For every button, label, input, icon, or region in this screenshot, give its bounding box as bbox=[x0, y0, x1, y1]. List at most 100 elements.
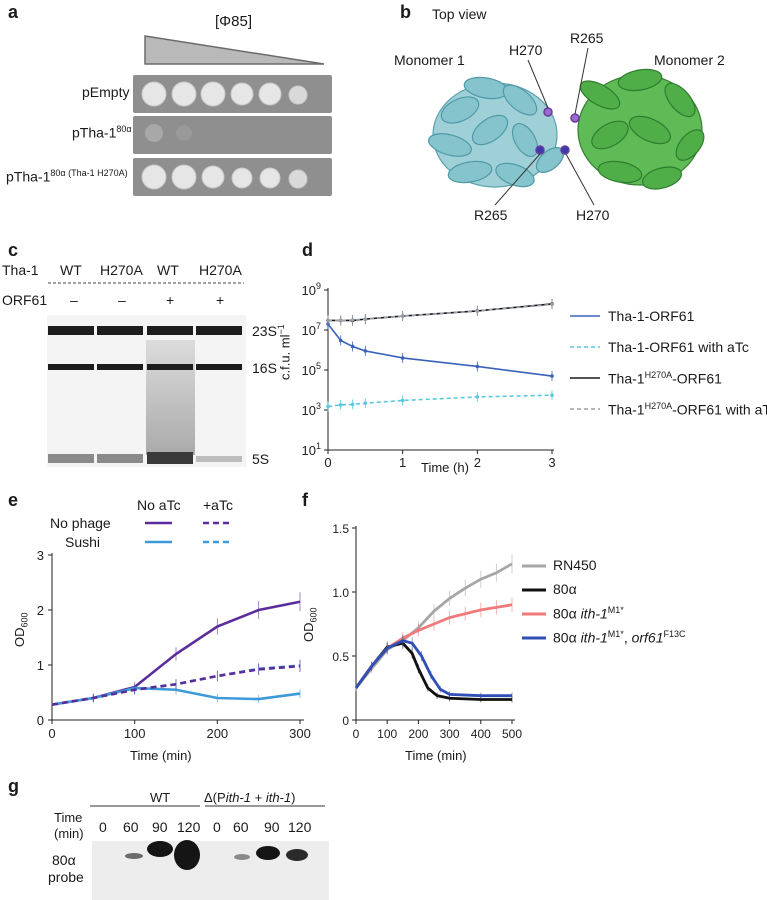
x-tick-label: 300 bbox=[440, 727, 460, 741]
time-120: 120 bbox=[288, 819, 312, 835]
y-tick-label: 103 bbox=[302, 401, 321, 418]
od-f-legend-text: F13C bbox=[663, 629, 686, 639]
data-point bbox=[363, 401, 368, 405]
data-point bbox=[338, 338, 343, 343]
y-tick-label: 2 bbox=[37, 603, 44, 618]
y-tick-label: 1 bbox=[37, 658, 44, 673]
y-tick-label: 101 bbox=[302, 441, 321, 458]
time-0: 0 bbox=[213, 819, 221, 835]
monomer2-label: Monomer 2 bbox=[654, 52, 725, 68]
cfu-y-axis-label-sup: −1 bbox=[276, 324, 286, 335]
row-label-ptha1-main: pTha-1 bbox=[72, 124, 117, 141]
group-deletion-part: ith-1 bbox=[225, 790, 251, 805]
od-f-legend-text: M1* bbox=[607, 629, 624, 639]
x-tick-label: 200 bbox=[408, 727, 428, 741]
od-f-legend-text: 80α bbox=[553, 629, 581, 646]
x-tick-label: 200 bbox=[206, 726, 228, 741]
cfu-legend-3-sup: H270A bbox=[644, 370, 673, 380]
data-point bbox=[350, 344, 355, 349]
spot-plate-ptha1 bbox=[133, 116, 332, 154]
x-tick-label: 0 bbox=[324, 455, 331, 470]
data-point bbox=[338, 403, 343, 407]
row-label-ptha1-h270a: pTha-180α (Tha-1 H270A) bbox=[6, 168, 128, 185]
cfu-legend-4-pre: Tha-1 bbox=[608, 401, 645, 418]
y-tick-label: 0 bbox=[342, 714, 349, 728]
data-point bbox=[326, 318, 330, 323]
y-tick-label: 3 bbox=[37, 548, 44, 563]
data-point bbox=[350, 402, 355, 407]
cfu-legend-3: Tha-1H270A-ORF61 bbox=[608, 370, 722, 387]
data-point bbox=[550, 374, 554, 378]
data-point bbox=[350, 318, 355, 323]
panel-c-letter: c bbox=[8, 240, 19, 260]
row-label-ptha1-h270a-sup: 80α (Tha-1 H270A) bbox=[50, 168, 128, 178]
lane4-tha: H270A bbox=[199, 262, 242, 278]
data-point bbox=[363, 317, 368, 321]
x-tick-label: 0 bbox=[353, 727, 360, 741]
group-deletion-part: ith-1 bbox=[265, 790, 292, 805]
tha1-row-label: Tha-1 bbox=[2, 262, 39, 278]
data-point bbox=[475, 395, 480, 399]
probe-label-2: probe bbox=[48, 869, 84, 885]
group-deletion-part: + bbox=[250, 790, 266, 805]
lane2-orf: – bbox=[118, 292, 126, 308]
panel-d-letter: d bbox=[302, 240, 313, 260]
panel-g-letter: g bbox=[8, 776, 19, 796]
monomer1-label: Monomer 1 bbox=[394, 52, 465, 68]
rna-gel bbox=[47, 315, 246, 467]
data-point bbox=[475, 364, 480, 369]
data-point bbox=[350, 318, 355, 322]
row-label-pempty: pEmpty bbox=[82, 84, 130, 100]
od-f-legend-text: ith-1 bbox=[580, 629, 608, 646]
data-point bbox=[400, 356, 405, 360]
x-tick-label: 500 bbox=[502, 727, 522, 741]
series-line bbox=[51, 664, 301, 706]
group-deletion-label: Δ(Pith-1 + ith-1) bbox=[204, 790, 295, 805]
active-site-residues bbox=[535, 107, 580, 155]
data-point bbox=[326, 322, 330, 326]
lane3-orf: + bbox=[166, 292, 175, 308]
series-line bbox=[51, 664, 301, 706]
data-point bbox=[400, 314, 405, 318]
legend-row-no-phage: No phage bbox=[50, 515, 111, 531]
x-tick-label: 3 bbox=[548, 455, 555, 470]
probe-label-1: 80α bbox=[52, 852, 76, 868]
series-line bbox=[354, 641, 512, 701]
row-label-ptha1-h270a-main: pTha-1 bbox=[6, 168, 51, 185]
y-tick-label: 1.5 bbox=[332, 522, 349, 536]
od-f-legend-entry: RN450 bbox=[553, 557, 597, 573]
lane1-tha: WT bbox=[60, 262, 82, 278]
panel-b-letter: b bbox=[400, 2, 411, 22]
time-90: 90 bbox=[152, 819, 168, 835]
panel-a-letter: a bbox=[8, 2, 19, 22]
data-point bbox=[475, 309, 480, 313]
time-60: 60 bbox=[233, 819, 249, 835]
time-0: 0 bbox=[99, 819, 107, 835]
od-e-y-axis-label-sub: 600 bbox=[19, 612, 30, 628]
spot-plate-pempty bbox=[133, 75, 332, 113]
top-view-title: Top view bbox=[432, 6, 487, 22]
monomer2-ribbon bbox=[577, 68, 705, 190]
series-line bbox=[354, 603, 513, 689]
x-tick-label: 300 bbox=[289, 726, 311, 741]
data-point bbox=[550, 302, 554, 306]
od-f-legend-text: orf61 bbox=[631, 629, 664, 646]
band-label-5s: 5S bbox=[252, 451, 270, 467]
panel-e-letter: e bbox=[8, 490, 19, 510]
r265-bottom-label: R265 bbox=[474, 207, 508, 223]
time-unit-label: (min) bbox=[54, 826, 84, 841]
cfu-y-axis-label-main: c.f.u. ml bbox=[277, 334, 293, 380]
phage-concentration-label: [Φ85] bbox=[215, 13, 252, 30]
od-f-legend-text: 80α bbox=[553, 605, 581, 622]
series-line bbox=[328, 303, 553, 322]
od-e-x-axis-label: Time (min) bbox=[130, 748, 192, 763]
band-label-16s: 16S bbox=[252, 360, 277, 376]
x-tick-label: 100 bbox=[124, 726, 146, 741]
spot-plate-ptha1-h270a bbox=[133, 158, 332, 196]
lane2-tha: H270A bbox=[100, 262, 143, 278]
x-tick-label: 100 bbox=[377, 727, 397, 741]
cfu-legend-4: Tha-1H270A-ORF61 with aTc bbox=[608, 401, 767, 418]
od-f-y-axis-label-sub: 600 bbox=[308, 607, 319, 623]
group-wt-label: WT bbox=[150, 790, 171, 805]
row-label-ptha1-sup: 80α bbox=[116, 124, 132, 134]
